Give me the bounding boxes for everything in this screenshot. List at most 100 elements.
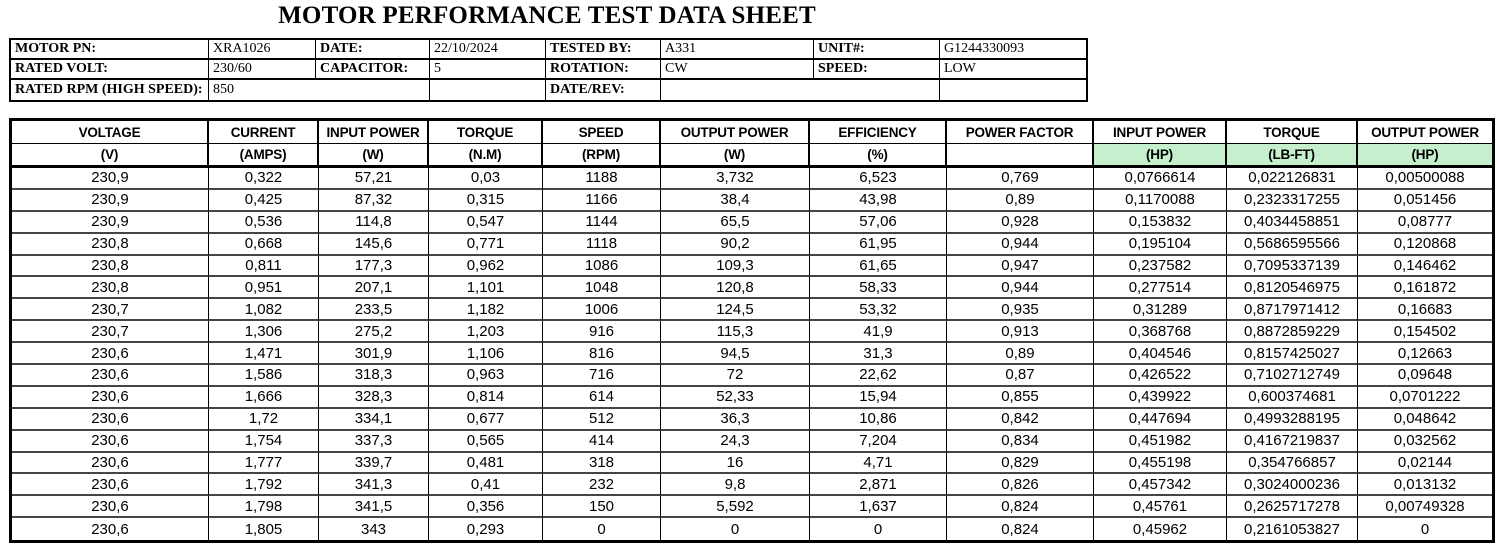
table-cell: 0,811	[209, 255, 319, 278]
unit-header: (%)	[810, 144, 947, 168]
table-cell: 115,3	[661, 321, 810, 344]
table-cell: 1048	[543, 277, 661, 300]
table-cell: 0,02144	[1358, 453, 1492, 475]
table-cell: 6,523	[810, 168, 947, 190]
table-cell: 0,963	[429, 365, 543, 387]
table-cell: 1,792	[209, 474, 319, 497]
table-cell: 1,754	[209, 430, 319, 453]
table-cell: 58,33	[810, 277, 947, 300]
table-cell: 0,322	[209, 168, 319, 190]
table-cell: 0,814	[429, 386, 543, 409]
table-cell: 230,8	[12, 277, 209, 300]
unit-header: (LB-FT)	[1227, 144, 1358, 168]
table-cell: 0,481	[429, 452, 543, 475]
table-cell: 0,2625717278	[1227, 496, 1358, 519]
table-cell: 0,120868	[1358, 234, 1492, 256]
unit-header: (RPM)	[543, 144, 661, 168]
table-cell: 230,6	[12, 430, 209, 453]
table-cell: 65,5	[661, 211, 810, 234]
table-cell: 0,032562	[1358, 431, 1492, 453]
table-cell: 0,89	[947, 343, 1094, 366]
table-cell: 0	[661, 518, 810, 541]
table-cell: 24,3	[661, 430, 810, 453]
table-cell: 0,3024000236	[1227, 474, 1358, 497]
table-cell: 341,5	[319, 496, 429, 519]
info-label-speed: SPEED:	[814, 60, 940, 80]
table-cell: 337,3	[319, 430, 429, 453]
table-cell: 0,824	[947, 518, 1094, 541]
table-cell: 230,8	[12, 255, 209, 278]
table-cell: 1006	[543, 299, 661, 322]
unit-header: (HP)	[1094, 144, 1227, 168]
unit-header: (V)	[12, 144, 209, 168]
table-cell: 0,4993288195	[1227, 408, 1358, 431]
table-cell: 90,2	[661, 233, 810, 256]
table-cell: 177,3	[319, 255, 429, 278]
table-cell: 1,777	[209, 452, 319, 475]
table-cell: 0,565	[429, 430, 543, 453]
table-cell: 0,00500088	[1358, 168, 1492, 190]
table-cell: 31,3	[810, 343, 947, 366]
table-cell: 0,293	[429, 518, 543, 541]
info-table: MOTOR PN: XRA1026 DATE: 22/10/2024 TESTE…	[9, 38, 1088, 102]
table-cell: 0,8157425027	[1227, 343, 1358, 366]
unit-header	[947, 144, 1094, 168]
unit-header: (W)	[319, 144, 429, 168]
table-cell: 53,32	[810, 299, 947, 322]
main-data-table: VOLTAGE CURRENT INPUT POWER TORQUE SPEED OUTP…	[9, 118, 1495, 544]
info-value-unit-number: G1244330093	[940, 40, 1086, 60]
column-header: POWER FACTOR	[947, 121, 1094, 144]
table-cell: 0,153832	[1094, 211, 1227, 234]
table-cell: 0	[810, 518, 947, 541]
table-cell: 0,16683	[1358, 299, 1492, 322]
table-cell: 0,826	[947, 474, 1094, 497]
table-cell: 2,871	[810, 474, 947, 497]
table-cell: 0,1170088	[1094, 189, 1227, 212]
table-cell: 230,7	[12, 299, 209, 322]
table-cell: 1144	[543, 211, 661, 234]
table-cell: 230,6	[12, 474, 209, 497]
table-cell: 0,45962	[1094, 518, 1227, 541]
table-cell: 0,315	[429, 189, 543, 212]
table-cell: 0,834	[947, 430, 1094, 453]
table-cell: 1,101	[429, 277, 543, 300]
table-cell: 94,5	[661, 343, 810, 366]
table-cell: 57,21	[319, 168, 429, 190]
table-cell: 318	[543, 452, 661, 475]
table-cell: 0,855	[947, 386, 1094, 409]
table-cell: 36,3	[661, 408, 810, 431]
table-cell: 52,33	[661, 386, 810, 409]
table-cell: 230,9	[12, 211, 209, 234]
column-header: OUTPUT POWER	[661, 121, 810, 144]
table-cell: 339,7	[319, 452, 429, 475]
info-label-motor-pn: MOTOR PN:	[11, 40, 209, 60]
table-cell: 0,356	[429, 496, 543, 519]
table-cell: 1,306	[209, 321, 319, 344]
table-cell: 0,5686595566	[1227, 233, 1358, 256]
table-cell: 0,677	[429, 408, 543, 431]
info-label-rated-volt: RATED VOLT:	[11, 60, 209, 80]
table-cell: 43,98	[810, 189, 947, 212]
table-cell: 1086	[543, 255, 661, 278]
table-cell: 0,447694	[1094, 408, 1227, 431]
column-header: TORQUE	[1227, 121, 1358, 144]
table-cell: 0,4034458851	[1227, 211, 1358, 234]
info-label-tested-by: TESTED BY:	[546, 40, 661, 60]
table-cell: 4,71	[810, 452, 947, 475]
column-header: VOLTAGE	[12, 121, 209, 144]
page-title: MOTOR PERFORMANCE TEST DATA SHEET	[278, 2, 816, 29]
table-cell: 343	[319, 518, 429, 541]
table-cell: 0,2161053827	[1227, 518, 1358, 541]
info-value-date-rev	[661, 80, 940, 100]
info-value-date: 22/10/2024	[430, 40, 546, 60]
info-value-capacitor: 5	[430, 60, 546, 80]
table-cell: 232	[543, 474, 661, 497]
table-cell: 0,536	[209, 211, 319, 234]
table-cell: 0,439922	[1094, 386, 1227, 409]
table-cell: 124,5	[661, 299, 810, 322]
table-cell: 0,368768	[1094, 321, 1227, 344]
table-cell: 0,45761	[1094, 496, 1227, 519]
table-cell: 16	[661, 452, 810, 475]
table-cell: 230,6	[12, 365, 209, 387]
table-cell: 61,65	[810, 255, 947, 278]
